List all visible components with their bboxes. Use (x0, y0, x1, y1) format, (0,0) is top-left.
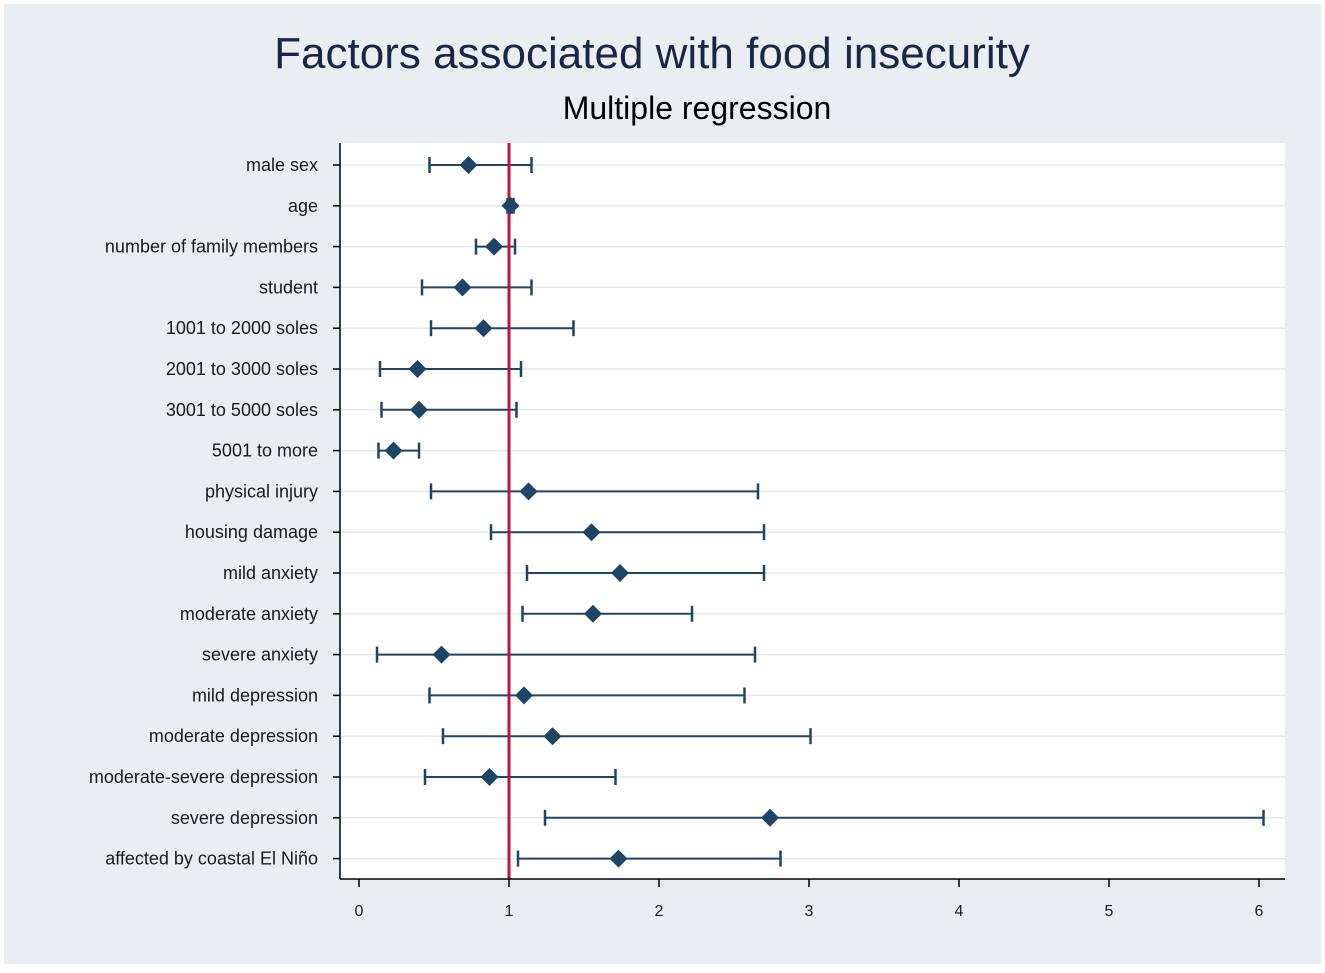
chart-title: Factors associated with food insecurity (274, 29, 1030, 78)
axes (339, 143, 1285, 880)
y-axis-label: severe depression (171, 808, 318, 828)
estimate-marker (485, 237, 503, 256)
y-axis-label: housing damage (185, 522, 318, 542)
x-tick-label: 6 (1255, 903, 1264, 920)
estimate-marker (474, 319, 493, 338)
y-axis-label: physical injury (205, 481, 318, 501)
y-axis-label: student (259, 277, 318, 297)
x-tick-label: 0 (355, 903, 364, 920)
error-bars (375, 157, 1265, 867)
estimate-marker (408, 360, 427, 378)
y-axis-label: 3001 to 5000 soles (166, 400, 318, 420)
y-axis-label: moderate-severe depression (89, 767, 318, 787)
chart-subtitle: Multiple regression (563, 90, 832, 126)
estimate-marker (515, 686, 533, 705)
plot-area (340, 143, 1285, 879)
y-axis-label: moderate depression (149, 726, 318, 746)
y-axis-label: 1001 to 2000 soles (166, 318, 318, 338)
y-axis-label: mild anxiety (223, 563, 318, 583)
estimate-marker (453, 278, 472, 297)
estimate-marker (410, 400, 428, 419)
x-tick-label: 1 (505, 903, 514, 920)
estimate-marker (384, 441, 403, 460)
estimate-marker (543, 727, 562, 746)
y-axis-label: 2001 to 3000 soles (166, 359, 318, 379)
estimate-marker (519, 482, 538, 501)
y-axis-label: moderate anxiety (180, 604, 318, 624)
y-axis-label: severe anxiety (202, 645, 318, 665)
estimate-marker (609, 849, 628, 868)
estimate-marker (611, 564, 629, 582)
x-axis-ticks: 0 1 2 3 4 5 6 (355, 879, 1264, 920)
y-axis-label: mild depression (192, 685, 318, 705)
y-axis-label: age (288, 196, 318, 216)
x-tick-label: 4 (955, 903, 964, 920)
estimate-marker (432, 645, 451, 664)
estimate-marker (480, 768, 499, 786)
estimate-marker (501, 196, 520, 215)
estimate-marker (761, 808, 779, 827)
y-axis-label: 5001 to more (212, 441, 318, 461)
estimate-marker (582, 523, 601, 542)
y-axis-label: number of family members (105, 237, 318, 257)
x-tick-label: 3 (805, 903, 814, 920)
y-axis-label: affected by coastal El Niño (105, 849, 318, 869)
x-tick-label: 2 (655, 903, 664, 920)
x-tick-label: 5 (1105, 903, 1114, 920)
y-axis-label: male sex (246, 155, 318, 175)
y-axis-labels: male sex age number of family members stude… (89, 155, 340, 869)
estimate-markers (384, 156, 779, 868)
estimate-marker (584, 604, 602, 623)
estimate-marker (459, 156, 478, 174)
